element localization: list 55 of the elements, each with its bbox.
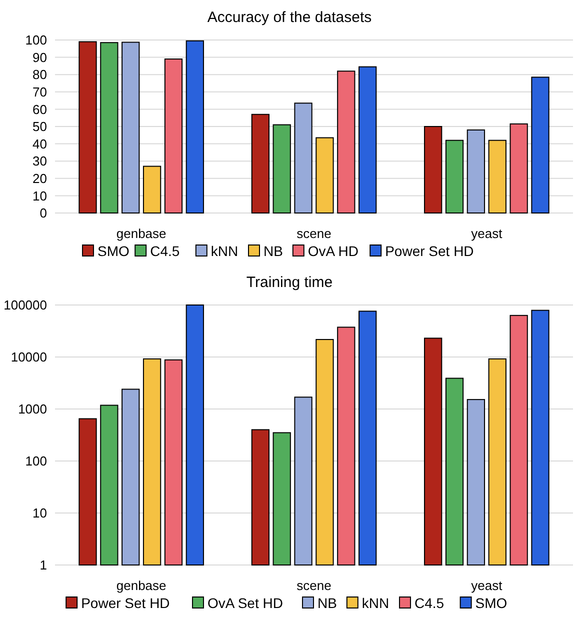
legend-label: C4.5 bbox=[150, 242, 180, 259]
bar bbox=[186, 40, 204, 214]
bar bbox=[142, 166, 162, 214]
bar bbox=[100, 42, 118, 214]
bar bbox=[294, 102, 312, 214]
chart-title: Training time bbox=[246, 274, 333, 291]
y-tick-label: 90 bbox=[32, 50, 47, 65]
bar bbox=[445, 140, 464, 214]
x-tick-label: yeast bbox=[471, 578, 503, 593]
y-tick-label: 0 bbox=[40, 206, 47, 221]
bar bbox=[164, 58, 183, 214]
legend-label: C4.5 bbox=[414, 594, 444, 611]
legend-label: Power Set HD bbox=[385, 242, 474, 259]
legend-label: NB bbox=[264, 242, 283, 259]
bar bbox=[316, 137, 334, 214]
y-tick-label: 100 bbox=[25, 454, 47, 469]
bar bbox=[337, 70, 356, 214]
x-tick-label: scene bbox=[296, 226, 332, 241]
bar bbox=[78, 41, 97, 214]
bar bbox=[531, 76, 550, 214]
legend-label: kNN bbox=[362, 594, 390, 611]
x-tick-label: yeast bbox=[471, 226, 503, 241]
y-tick-label: 70 bbox=[32, 84, 47, 100]
x-tick-label: genbase bbox=[116, 226, 166, 241]
y-tick-label: 30 bbox=[32, 154, 47, 169]
y-tick-label: 80 bbox=[32, 67, 47, 82]
bar bbox=[272, 124, 291, 214]
y-tick-label: 10000 bbox=[10, 350, 47, 365]
bar bbox=[488, 140, 506, 214]
bar bbox=[122, 42, 140, 214]
bar bbox=[424, 126, 442, 214]
x-tick-label: genbase bbox=[116, 578, 166, 593]
bar bbox=[510, 123, 528, 214]
y-tick-label: 100000 bbox=[4, 298, 47, 313]
y-tick-label: 20 bbox=[32, 170, 47, 186]
legend-label: kNN bbox=[210, 242, 238, 259]
legend-label: OvA Set HD bbox=[208, 594, 283, 611]
bar bbox=[466, 129, 486, 214]
y-tick-label: 40 bbox=[32, 136, 47, 152]
legend-label: SMO bbox=[98, 242, 130, 259]
legend-label: Power Set HD bbox=[81, 594, 170, 611]
y-tick-label: 10 bbox=[32, 188, 47, 204]
y-tick-label: 100 bbox=[25, 32, 47, 48]
legend-label: OvA HD bbox=[308, 242, 358, 259]
chart-title: Accuracy of the datasets bbox=[207, 9, 372, 26]
y-tick-label: 60 bbox=[32, 102, 47, 117]
x-tick-label: scene bbox=[296, 578, 332, 593]
bar bbox=[358, 66, 377, 214]
bar bbox=[251, 114, 270, 214]
y-tick-label: 1000 bbox=[18, 402, 47, 417]
legend-label: NB bbox=[318, 594, 337, 611]
legend-label: SMO bbox=[475, 594, 508, 611]
y-tick-label: 1 bbox=[40, 558, 47, 573]
y-tick-label: 10 bbox=[32, 506, 47, 521]
y-tick-label: 50 bbox=[32, 119, 47, 134]
